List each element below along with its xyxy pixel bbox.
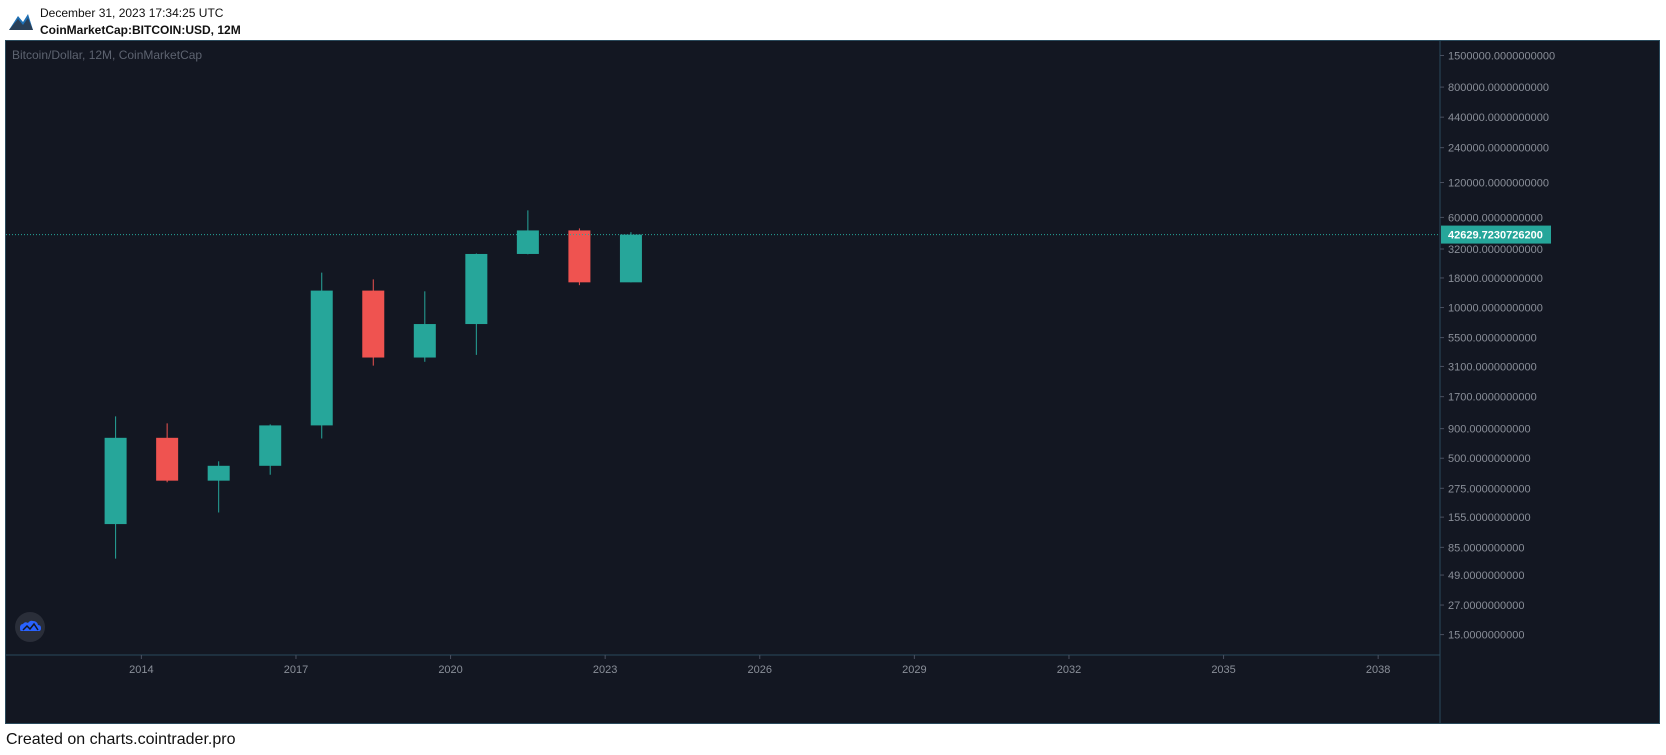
last-price-badge xyxy=(1441,225,1551,244)
chart-timestamp: December 31, 2023 17:34:25 UTC xyxy=(40,6,224,20)
price-tick-label: 5500.0000000000 xyxy=(1448,333,1537,345)
candle-2021 xyxy=(516,210,539,255)
last-price-label: 42629.7230726200 xyxy=(1448,230,1543,242)
time-tick-label: 2020 xyxy=(438,664,462,676)
price-tick-label: 240000.0000000000 xyxy=(1448,143,1549,155)
price-tick-label: 275.0000000000 xyxy=(1448,483,1531,495)
time-tick-label: 2014 xyxy=(129,664,153,676)
time-tick-label: 2026 xyxy=(748,664,772,676)
time-tick-label: 2038 xyxy=(1366,664,1390,676)
price-tick-label: 3100.0000000000 xyxy=(1448,361,1537,373)
chart-frame[interactable]: Bitcoin/Dollar, 12M, CoinMarketCap 15.00… xyxy=(5,40,1660,724)
candle-2020 xyxy=(465,253,488,355)
price-tick-label: 500.0000000000 xyxy=(1448,453,1531,465)
price-tick-label: 60000.0000000000 xyxy=(1448,212,1543,224)
time-tick-label: 2035 xyxy=(1211,664,1235,676)
candle-body xyxy=(104,437,127,525)
candle-2023 xyxy=(619,232,642,283)
chart-title: Bitcoin/Dollar, 12M, CoinMarketCap xyxy=(12,48,202,62)
candle-body xyxy=(568,230,591,283)
candle-body xyxy=(413,324,436,358)
candle-2014 xyxy=(156,423,179,483)
candle-body xyxy=(516,230,539,254)
price-tick-label: 1700.0000000000 xyxy=(1448,392,1537,404)
time-tick-label: 2023 xyxy=(593,664,617,676)
price-tick-label: 18000.0000000000 xyxy=(1448,273,1543,285)
candle-2016 xyxy=(259,424,282,475)
price-tick-label: 800000.0000000000 xyxy=(1448,82,1549,94)
price-tick-label: 440000.0000000000 xyxy=(1448,112,1549,124)
cointrader-logo-icon xyxy=(8,8,34,32)
price-tick-label: 15.0000000000 xyxy=(1448,630,1524,642)
candle-2018 xyxy=(362,279,385,366)
header: December 31, 2023 17:34:25 UTC CoinMarke… xyxy=(0,0,1666,40)
candle-2019 xyxy=(413,291,436,362)
price-tick-label: 10000.0000000000 xyxy=(1448,303,1543,315)
last-price-group: 42629.7230726200 xyxy=(6,225,1551,244)
footer-credit: Created on charts.cointrader.pro xyxy=(6,731,236,748)
candle-body xyxy=(207,465,230,481)
price-tick-label: 155.0000000000 xyxy=(1448,512,1531,524)
price-tick-label: 85.0000000000 xyxy=(1448,542,1524,554)
price-tick-label: 27.0000000000 xyxy=(1448,600,1524,612)
candles xyxy=(104,210,642,559)
time-tick-label: 2017 xyxy=(284,664,308,676)
candle-body xyxy=(362,290,385,358)
price-tick-label: 900.0000000000 xyxy=(1448,424,1531,436)
candle-body xyxy=(310,290,333,426)
price-tick-label: 120000.0000000000 xyxy=(1448,178,1549,190)
time-tick-label: 2032 xyxy=(1057,664,1081,676)
price-axis[interactable]: 15.0000000000 27.0000000000 49.0000000000 8… xyxy=(1440,50,1555,642)
candle-2013 xyxy=(104,416,127,559)
candle-2015 xyxy=(207,461,230,513)
candle-2022 xyxy=(568,228,591,286)
price-tick-label: 32000.0000000000 xyxy=(1448,244,1543,256)
time-axis[interactable]: 2014 2017 2020 2023 2026 2029 2032 2035 2038 xyxy=(129,655,1390,676)
candle-body xyxy=(619,234,642,283)
time-tick-label: 2029 xyxy=(902,664,926,676)
candle-2017 xyxy=(310,272,333,439)
candle-body xyxy=(156,437,179,481)
cloud-logo-icon[interactable] xyxy=(15,612,45,642)
price-tick-label: 1500000.0000000000 xyxy=(1448,50,1555,62)
candle-body xyxy=(259,425,282,466)
candlestick-chart[interactable]: Bitcoin/Dollar, 12M, CoinMarketCap 15.00… xyxy=(6,41,1659,723)
price-tick-label: 49.0000000000 xyxy=(1448,570,1524,582)
candle-body xyxy=(465,253,488,325)
chart-symbol: CoinMarketCap:BITCOIN:USD, 12M xyxy=(40,23,241,37)
